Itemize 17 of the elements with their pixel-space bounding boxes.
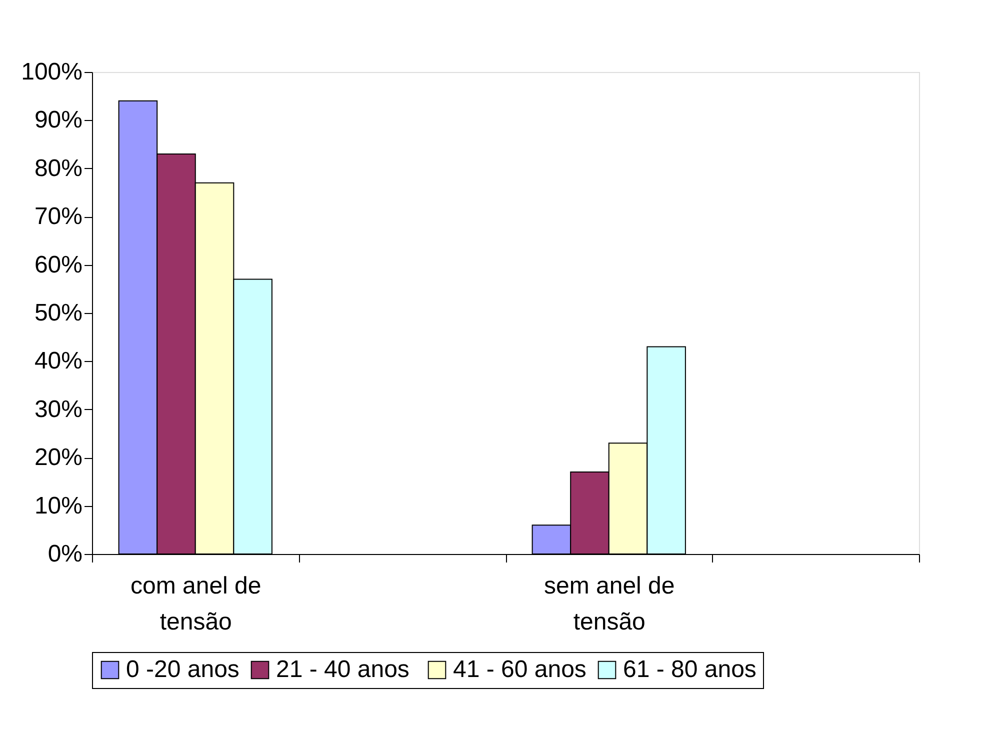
legend-label: 21 - 40 anos: [276, 656, 410, 683]
legend-label: 41 - 60 anos: [453, 656, 586, 683]
legend-label: 61 - 80 anos: [623, 656, 756, 683]
y-tick-label: 100%: [21, 58, 82, 86]
y-tick-label: 30%: [34, 396, 82, 423]
y-tick-label: 10%: [34, 492, 82, 520]
y-tick-label: 0%: [48, 540, 82, 568]
y-tick-label: 80%: [34, 154, 82, 182]
x-tick-label: sem anel de tensão: [544, 572, 675, 636]
x-tick-label: com anel de tensão: [130, 572, 262, 636]
y-tick-label: 40%: [34, 348, 82, 375]
y-tick-label: 70%: [34, 203, 82, 230]
legend-label: 0 -20 anos: [126, 656, 240, 683]
y-tick-label: 50%: [34, 300, 82, 326]
y-tick-label: 90%: [34, 106, 82, 134]
y-tick-label: 60%: [34, 251, 82, 278]
y-tick-label: 20%: [34, 444, 82, 472]
